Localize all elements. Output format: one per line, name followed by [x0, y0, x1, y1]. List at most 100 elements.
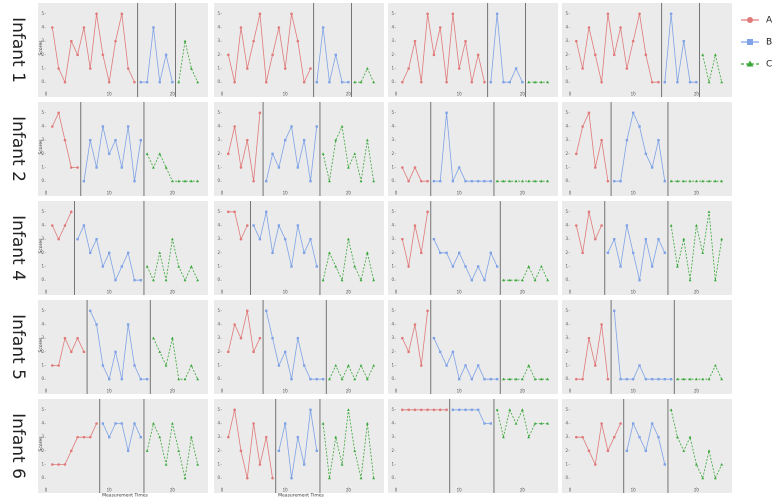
y-tick-label: 3: [41, 335, 44, 340]
series-line: [575, 111, 609, 182]
panel-background: [38, 3, 208, 97]
x-tick-label: 10: [107, 92, 113, 97]
point: [139, 278, 142, 282]
panel-background: [562, 102, 732, 196]
point: [258, 463, 262, 466]
y-tick-label: 4: [217, 421, 220, 426]
y-tick-label: 3: [217, 434, 220, 439]
point: [196, 278, 200, 282]
point: [69, 166, 73, 169]
point: [438, 408, 442, 412]
point: [619, 265, 622, 268]
point: [302, 463, 306, 466]
point: [334, 435, 338, 439]
x-tick-label: 10: [107, 191, 113, 196]
point: [309, 237, 312, 241]
x-tick-label: 20: [170, 488, 176, 493]
y-tick-label: 2: [41, 151, 44, 156]
y-tick-label: 1: [391, 363, 394, 368]
point: [271, 251, 274, 255]
point: [489, 422, 492, 425]
point: [145, 152, 149, 155]
panel: 0 1 2 3 4 5 0 10 20: [562, 399, 732, 493]
point: [126, 251, 130, 255]
point: [612, 435, 616, 439]
point: [514, 377, 518, 381]
y-tick-label: 2: [217, 151, 220, 156]
point: [546, 377, 550, 381]
point: [177, 449, 181, 452]
x-tick-label: 10: [107, 488, 113, 493]
series-line: [329, 364, 375, 381]
point: [245, 67, 249, 70]
y-tick-label: 0: [217, 178, 220, 183]
point: [82, 350, 86, 354]
x-tick-label: 10: [283, 389, 289, 394]
point: [539, 80, 543, 84]
y-tick-label: 2: [565, 52, 568, 57]
panel: 0 1 2 3 4 5 0 10 20 Scores: [38, 201, 208, 295]
y-tick-label: 1: [217, 363, 220, 368]
point: [426, 309, 429, 313]
point: [315, 265, 318, 268]
point: [315, 449, 318, 453]
y-tick-label: 0: [217, 376, 220, 381]
point: [189, 179, 193, 183]
point: [284, 350, 287, 354]
series-line: [265, 310, 324, 380]
point: [82, 179, 86, 183]
point: [495, 377, 499, 381]
y-tick-label: 0: [391, 376, 394, 381]
series-line: [83, 126, 142, 182]
point: [133, 179, 136, 183]
point: [107, 80, 111, 84]
point: [252, 422, 255, 425]
point: [171, 80, 174, 84]
point: [189, 364, 193, 367]
point: [101, 422, 105, 425]
point: [57, 237, 60, 241]
panel: 0 1 2 3 4 5 0 10 20: [388, 102, 558, 196]
point: [284, 422, 287, 425]
point: [650, 422, 654, 425]
point: [227, 210, 230, 214]
point: [575, 435, 578, 439]
point: [183, 179, 187, 183]
point: [258, 12, 262, 16]
point: [95, 237, 98, 241]
point: [63, 336, 67, 340]
series-line: [576, 423, 621, 466]
y-tick-label: 1: [565, 66, 568, 71]
x-tick-label: 20: [520, 488, 526, 493]
point: [657, 138, 660, 142]
y-tick-label: 2: [41, 448, 44, 453]
point: [76, 53, 79, 57]
point: [277, 224, 281, 227]
point: [619, 26, 622, 29]
point: [114, 138, 117, 142]
point: [407, 408, 410, 412]
point: [483, 422, 486, 425]
x-tick-label: 10: [457, 389, 463, 394]
point: [133, 80, 136, 84]
point: [63, 80, 67, 84]
panel-background: [562, 201, 732, 295]
x-tick-label: 10: [283, 290, 289, 295]
y-tick-label: 2: [391, 250, 394, 255]
y-tick-label: 3: [391, 38, 394, 43]
point: [145, 449, 149, 452]
point: [401, 336, 404, 340]
point: [252, 224, 255, 227]
point: [593, 166, 597, 169]
point: [458, 251, 461, 255]
series-line: [490, 13, 523, 83]
point: [277, 26, 281, 29]
point: [76, 237, 79, 241]
point: [707, 80, 711, 84]
y-tick-label: 3: [391, 137, 394, 142]
point: [695, 224, 698, 227]
point: [533, 377, 537, 381]
point: [139, 377, 142, 381]
point: [445, 251, 448, 255]
point: [189, 265, 193, 268]
